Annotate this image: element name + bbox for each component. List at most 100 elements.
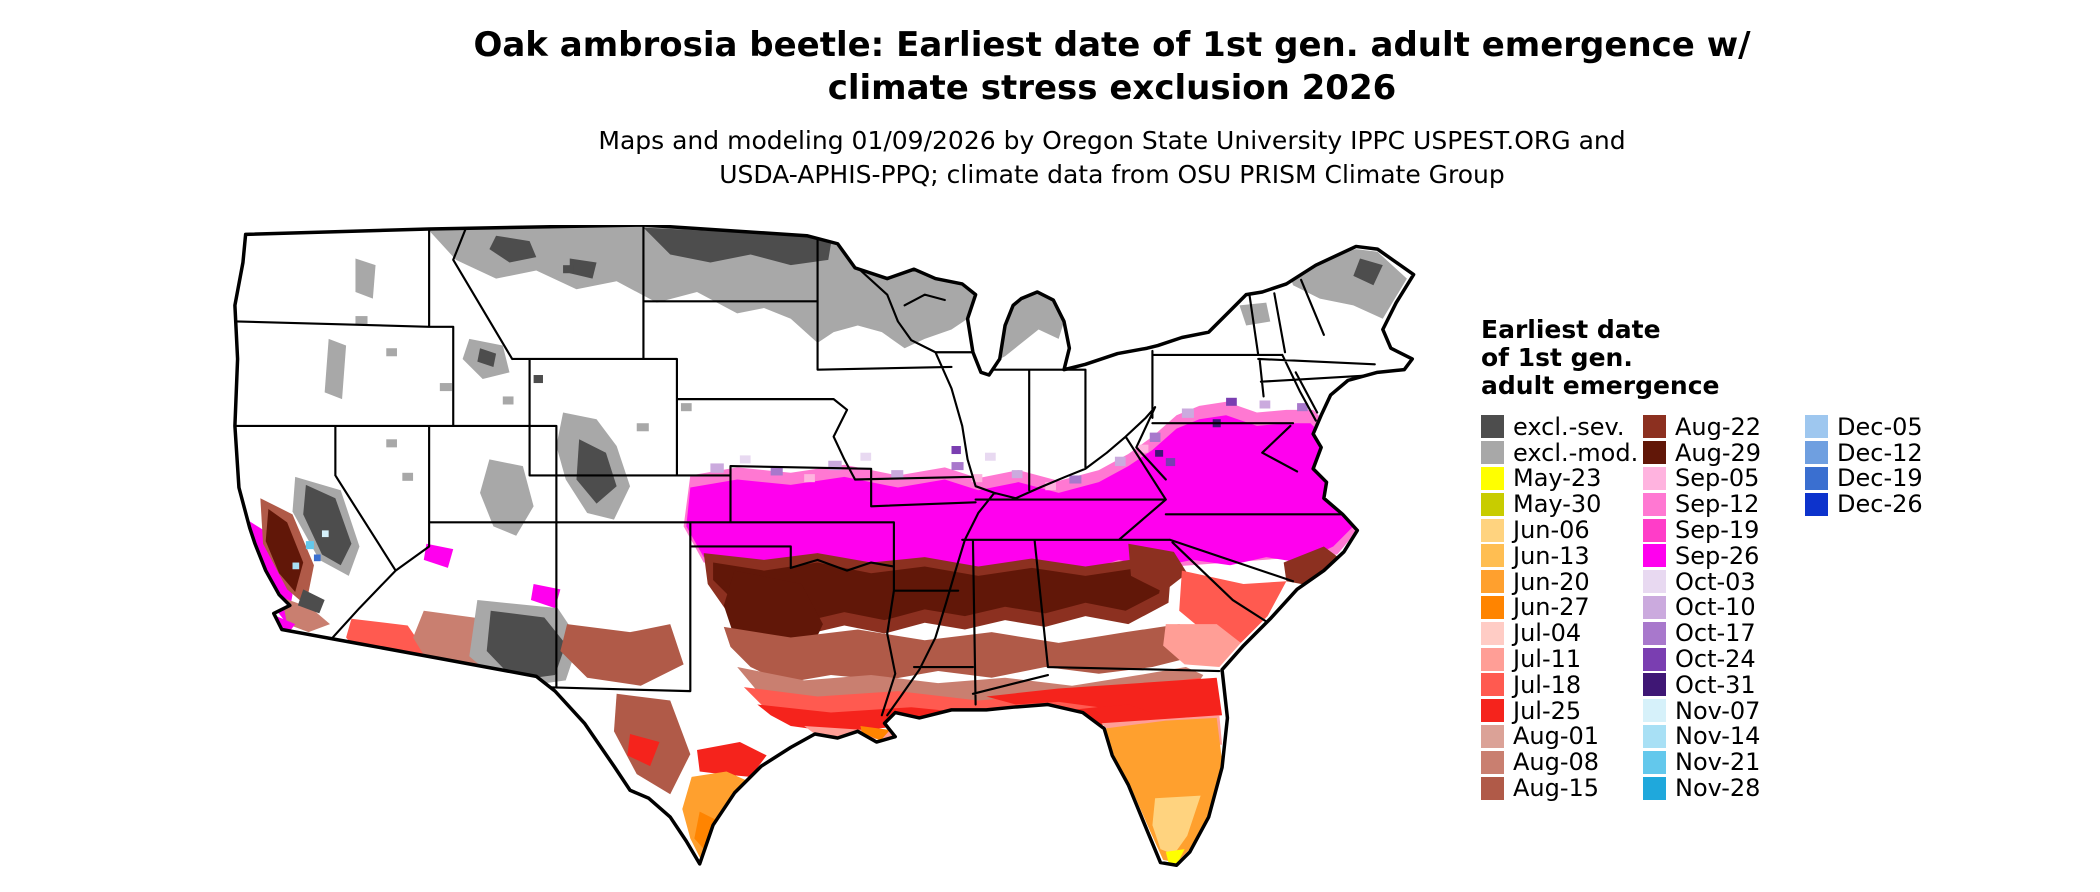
- region-north-exclusion-moderate: [426, 225, 976, 349]
- legend-label: Oct-17: [1675, 619, 1756, 648]
- legend-item: Jun-13: [1481, 543, 1643, 569]
- legend-swatch: [1643, 544, 1666, 568]
- legend-item: Aug-22: [1643, 414, 1764, 440]
- west-gray-speckles: [355, 265, 692, 481]
- legend-label: Jul-04: [1513, 619, 1582, 648]
- region-michigan-gray: [999, 291, 1065, 359]
- legend-item: Oct-17: [1643, 620, 1764, 646]
- legend-item: Aug-08: [1481, 749, 1643, 775]
- region-socal-brown: [281, 597, 331, 633]
- region-az-magenta-spot2: [423, 543, 454, 568]
- legend-swatch: [1805, 415, 1828, 439]
- legend-swatch: [1481, 518, 1504, 542]
- legend-item: Dec-19: [1805, 466, 1923, 492]
- legend-swatch: [1481, 750, 1504, 774]
- region-fl-south-light: [1152, 795, 1201, 855]
- legend-item: Aug-29: [1643, 440, 1764, 466]
- region-cascades-or-gray: [324, 338, 347, 400]
- legend-swatch: [1805, 441, 1828, 465]
- map-fill-layers: [234, 225, 1414, 866]
- region-socal-gray: [297, 589, 325, 614]
- page-title-line2: climate stress exclusion 2026: [827, 68, 1397, 108]
- legend-item: Oct-10: [1643, 595, 1764, 621]
- legend-swatch: [1481, 415, 1504, 439]
- legend-swatch: [1481, 466, 1504, 490]
- legend-label: Jul-18: [1513, 670, 1582, 699]
- legend-item: Nov-07: [1643, 698, 1764, 724]
- legend-swatch: [1805, 466, 1828, 490]
- legend-label: Aug-15: [1513, 774, 1600, 803]
- legend-column-3: Dec-05 Dec-12 Dec-19 Dec-26: [1805, 414, 1923, 517]
- legend-label: Jun-20: [1513, 567, 1590, 596]
- legend-item: Dec-26: [1805, 491, 1923, 517]
- region-nm-brown: [560, 624, 684, 686]
- legend-label: Aug-08: [1513, 748, 1600, 777]
- legend-swatch: [1643, 647, 1666, 671]
- header: Oak ambrosia beetle: Earliest date of 1s…: [0, 24, 2100, 192]
- region-fl-panhandle-red: [986, 677, 1223, 718]
- legend-swatch: [1481, 544, 1504, 568]
- legend-label: Sep-19: [1675, 516, 1760, 545]
- legend-label: Jun-13: [1513, 541, 1590, 570]
- subtitle-line2: USDA-APHIS-PPQ; climate data from OSU PR…: [719, 160, 1505, 189]
- legend-swatch: [1643, 570, 1666, 594]
- region-fl-tip-yellow: [1165, 849, 1185, 866]
- region-la-delta-orange: [860, 725, 890, 741]
- legend-swatch: [1481, 621, 1504, 645]
- legend-title-line3: adult emergence: [1481, 371, 1720, 400]
- legend-label: Dec-05: [1837, 412, 1923, 441]
- region-bigbend-red: [627, 733, 660, 767]
- legend-swatch: [1643, 415, 1666, 439]
- legend-label: Nov-07: [1675, 696, 1761, 725]
- legend-label: Oct-03: [1675, 567, 1756, 596]
- california-cool-speckles: [292, 530, 329, 570]
- region-adirondack-gray: [1239, 302, 1271, 326]
- legend-label: Oct-24: [1675, 645, 1756, 674]
- legend-label: Nov-21: [1675, 748, 1761, 777]
- legend-swatch: [1481, 699, 1504, 723]
- region-coastal-carolina-dark: [1283, 546, 1346, 587]
- region-cascades-wa-gray: [355, 258, 376, 299]
- us-emergence-map: [233, 225, 1416, 867]
- legend-label: Jun-06: [1513, 516, 1590, 545]
- legend-swatch: [1643, 776, 1666, 800]
- legend-label: Sep-26: [1675, 541, 1760, 570]
- region-sierra-dark: [303, 484, 352, 566]
- legend-swatch: [1643, 673, 1666, 697]
- legend-item: Nov-28: [1643, 775, 1764, 801]
- legend-label: Sep-05: [1675, 464, 1760, 493]
- legend-swatch: [1481, 647, 1504, 671]
- legend-item: Jul-18: [1481, 672, 1643, 698]
- region-utah-gray: [480, 459, 534, 536]
- legend: Earliest date of 1st gen. adult emergenc…: [1481, 316, 2081, 801]
- legend-label: Nov-28: [1675, 774, 1761, 803]
- region-northdakota-exclusion-severe: [643, 227, 831, 266]
- us-outline: [233, 225, 1416, 867]
- legend-column-1: excl.-sev. excl.-mod. May-23 May-30 Jun-06 Ju…: [1481, 414, 1643, 801]
- region-idaho-dark: [477, 348, 497, 367]
- legend-swatch: [1481, 492, 1504, 516]
- legend-swatch: [1643, 750, 1666, 774]
- legend-swatch: [1643, 466, 1666, 490]
- legend-item: Oct-03: [1643, 569, 1764, 595]
- legend-item: May-30: [1481, 491, 1643, 517]
- legend-item: Jun-27: [1481, 595, 1643, 621]
- legend-item: Sep-12: [1643, 491, 1764, 517]
- page-title-line1: Oak ambrosia beetle: Earliest date of 1s…: [473, 25, 1751, 65]
- legend-swatch: [1643, 699, 1666, 723]
- legend-swatch: [1643, 724, 1666, 748]
- legend-item: Jul-11: [1481, 646, 1643, 672]
- legend-swatch: [1481, 776, 1504, 800]
- legend-swatch: [1643, 441, 1666, 465]
- region-maine-dark: [1353, 258, 1383, 286]
- legend-item: Jun-20: [1481, 569, 1643, 595]
- region-southtexas-red: [697, 742, 767, 777]
- legend-swatch: [1643, 492, 1666, 516]
- legend-item: Jul-04: [1481, 620, 1643, 646]
- legend-label: Dec-26: [1837, 490, 1923, 519]
- legend-item: Nov-14: [1643, 724, 1764, 750]
- state-borders: [234, 225, 1376, 717]
- september-pink-speckles: [804, 444, 1149, 491]
- legend-label: May-30: [1513, 490, 1602, 519]
- legend-item: Dec-12: [1805, 440, 1923, 466]
